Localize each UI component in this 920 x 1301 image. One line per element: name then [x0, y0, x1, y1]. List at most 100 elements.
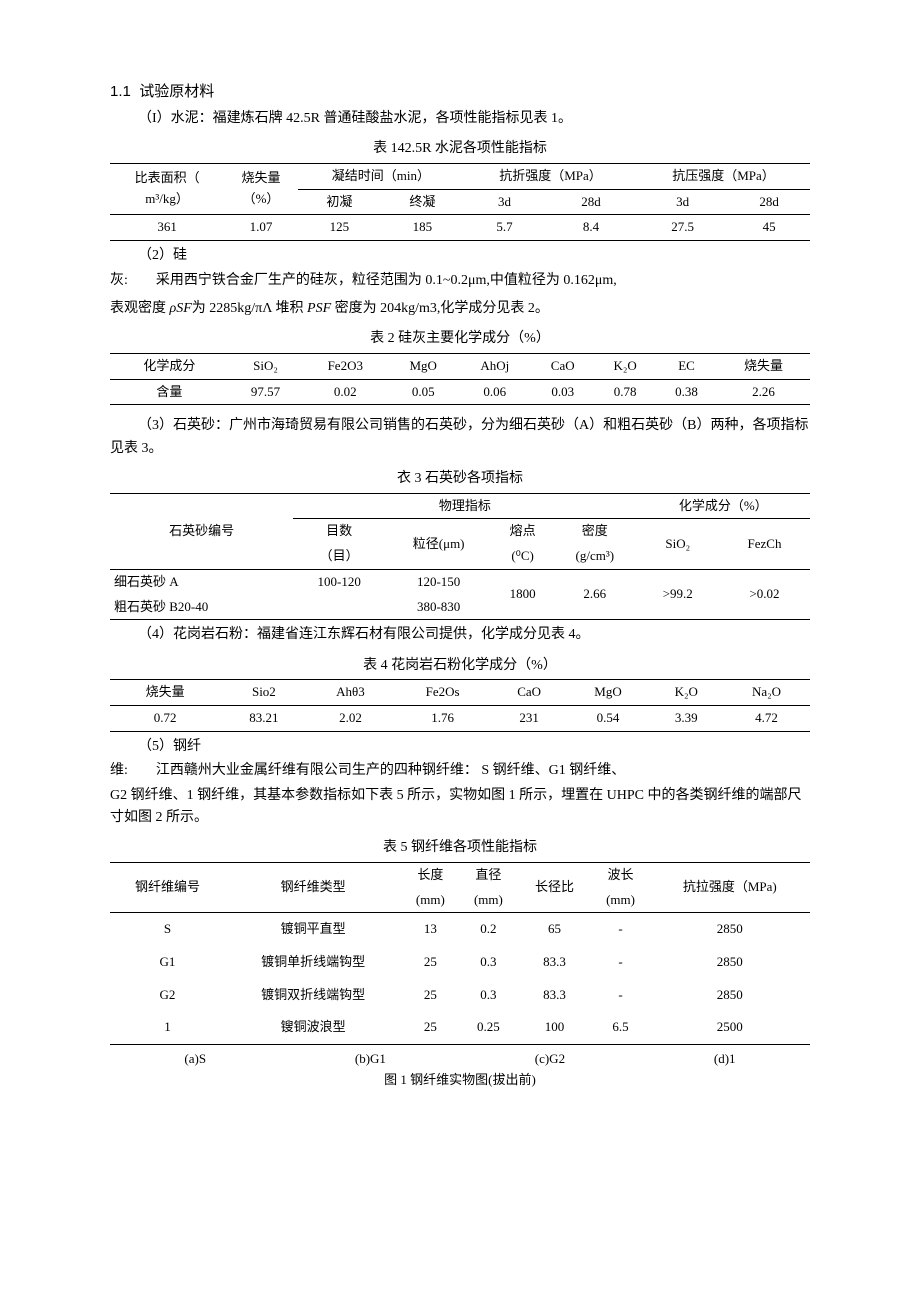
- para-silica-b2: 采用西宁铁合金厂生产的硅灰，粒径范围为 0.1~0.2μm,中值粒径为 0.16…: [156, 273, 617, 288]
- t2-v6: 0.38: [656, 379, 717, 405]
- t3-mp: 1800: [492, 569, 553, 620]
- t5-r2-dia: 0.3: [459, 979, 517, 1012]
- t3-den: 2.66: [553, 569, 636, 620]
- t5-r1-dia: 0.3: [459, 946, 517, 979]
- t5-r0-wave: -: [591, 913, 649, 946]
- para-fiber-a: （5）钢纤: [110, 736, 810, 758]
- t5-r1-ts: 2850: [650, 946, 810, 979]
- fig1-c: (c)G2: [535, 1049, 565, 1070]
- t3-sio2: >99.2: [636, 569, 719, 620]
- t5-h-len2: (mm): [401, 888, 459, 913]
- t5-h-ts: 抗拉强度（MPa): [650, 862, 810, 913]
- t2-c2: MgO: [388, 353, 458, 379]
- t5-r1-type: 镀铜单折线端钩型: [225, 946, 401, 979]
- t4-v6: 3.39: [650, 706, 723, 732]
- t1-h-loss2: （%）: [243, 191, 280, 206]
- t1-h-set-a: 初凝: [298, 189, 381, 215]
- t3-h-size: 粒径(μm): [385, 519, 492, 570]
- table5: 钢纤维编号 钢纤维类型 长度 直径 长径比 波长 抗拉强度（MPa) (mm) …: [110, 862, 810, 1045]
- t2-v5: 0.78: [594, 379, 656, 405]
- t1-h-area1: 比表面积（: [135, 170, 200, 185]
- t4-v3: 1.76: [393, 706, 491, 732]
- t5-h-dia1: 直径: [459, 862, 517, 887]
- t2-v7: 2.26: [717, 379, 810, 405]
- t5-r0-type: 镀铜平直型: [225, 913, 401, 946]
- para-silica-c3: 密度为 204kg/m3,化学成分见表 2。: [331, 301, 549, 316]
- t3-rB-id: 粗石英砂 B20-40: [110, 595, 293, 620]
- t5-r2-id: G2: [110, 979, 225, 1012]
- para-prefix: （I）水泥：: [138, 111, 213, 126]
- t5-r3-ratio: 100: [517, 1011, 591, 1044]
- section-number: 1.1: [110, 83, 131, 100]
- t5-r3-type: 锼铜波浪型: [225, 1011, 401, 1044]
- t2-v2: 0.05: [388, 379, 458, 405]
- t3-fe: >0.02: [719, 569, 810, 620]
- t1-h-f28: 28d: [545, 189, 637, 215]
- t5-h-id: 钢纤维编号: [110, 862, 225, 913]
- t3-rA-size: 120-150: [385, 569, 492, 594]
- t1-v-set1: 125: [298, 215, 381, 241]
- t1-v-loss: 1.07: [224, 215, 298, 241]
- t1-h-set-b: 终凝: [381, 189, 464, 215]
- t1-v-f28: 8.4: [545, 215, 637, 241]
- para-fiber-b2: 江西赣州大业金属纤维有限公司生产的四种钢纤维： S 钢纤维、G1 钢纤维、: [156, 763, 625, 778]
- fig1-d: (d)1: [714, 1049, 736, 1070]
- para-quartz: （3）石英砂：广州市海琦贸易有限公司销售的石英砂，分为细石英砂（A）和粗石英砂（…: [110, 415, 810, 460]
- t3-h-id: 石英砂编号: [110, 493, 293, 569]
- t4-v5: 0.54: [566, 706, 649, 732]
- t2-rh: 含量: [110, 379, 229, 405]
- para-silica-b1: 灰:: [110, 273, 128, 288]
- t5-r0-len: 13: [401, 913, 459, 946]
- t1-v-set2: 185: [381, 215, 464, 241]
- para-fiber-b: 维: 江西赣州大业金属纤维有限公司生产的四种钢纤维： S 钢纤维、G1 钢纤维、: [110, 760, 810, 782]
- t1-h-loss1: 烧失量: [242, 170, 281, 185]
- para-text: 福建炼石牌 42.5R 普通硅酸盐水泥，各项性能指标见表 1。: [213, 111, 572, 126]
- table5-caption: 表 5 钢纤维各项性能指标: [110, 837, 810, 859]
- t5-h-ratio: 长径比: [517, 862, 591, 913]
- t3-h-mesh2: （目）: [293, 544, 385, 569]
- t2-h: 化学成分: [110, 353, 229, 379]
- t5-r1-ratio: 83.3: [517, 946, 591, 979]
- t3-rA-id: 细石英砂 A: [110, 569, 293, 594]
- para-silica-c: 表观密度 ρSF为 2285kg/πΛ 堆积 PSF 密度为 204kg/m3,…: [110, 298, 810, 320]
- section-heading: 1.1 试验原材料: [110, 80, 810, 104]
- t5-h-type: 钢纤维类型: [225, 862, 401, 913]
- para-silica-a: （2）硅: [110, 245, 810, 267]
- t2-v1: 0.02: [302, 379, 388, 405]
- t2-c7: 烧失量: [717, 353, 810, 379]
- fig1-b: (b)G1: [355, 1049, 386, 1070]
- t2-c4: CaO: [531, 353, 594, 379]
- para-silica-c1: 表观密度: [110, 301, 170, 316]
- t3-h-mp2: (⁰C): [492, 544, 553, 569]
- t5-r2-wave: -: [591, 979, 649, 1012]
- t3-h-phys: 物理指标: [293, 493, 636, 519]
- t5-r2-ratio: 83.3: [517, 979, 591, 1012]
- para-granite: （4）花岗岩石粉：福建省连江东辉石材有限公司提供，化学成分见表 4。: [110, 624, 810, 646]
- t5-r0-dia: 0.2: [459, 913, 517, 946]
- para-silica-c2: 为 2285kg/πΛ 堆积: [192, 301, 307, 316]
- t1-h-f3: 3d: [464, 189, 545, 215]
- t1-v-area: 361: [110, 215, 224, 241]
- t3-h-den2: (g/cm³): [553, 544, 636, 569]
- t5-r3-id: 1: [110, 1011, 225, 1044]
- t5-r2-len: 25: [401, 979, 459, 1012]
- t1-h-area2: m³/kg）: [145, 191, 189, 206]
- t1-h-set: 凝结时间（min）: [298, 163, 464, 189]
- t3-rA-mesh: 100-120: [293, 569, 385, 594]
- fig1-caption: 图 1 钢纤维实物图(拔出前): [110, 1070, 810, 1091]
- table2-caption: 表 2 硅灰主要化学成分（%）: [110, 328, 810, 350]
- t4-v0: 0.72: [110, 706, 220, 732]
- t5-r1-len: 25: [401, 946, 459, 979]
- t2-v0: 97.57: [229, 379, 303, 405]
- para-fiber-c: G2 钢纤维、1 钢纤维，其基本参数指标如下表 5 所示，实物如图 1 所示，埋…: [110, 785, 810, 830]
- t3-h-mesh1: 目数: [293, 519, 385, 544]
- t2-c6: EC: [656, 353, 717, 379]
- t4-c0: 烧失量: [110, 680, 220, 706]
- t2-c0: SiO₂: [229, 353, 303, 379]
- t3-h-fe: FezCh: [719, 519, 810, 570]
- t2-v4: 0.03: [531, 379, 594, 405]
- t3-h-sio2: SiO₂: [636, 519, 719, 570]
- t3-h-den1: 密度: [553, 519, 636, 544]
- t4-c6: K₂O: [650, 680, 723, 706]
- t5-h-dia2: (mm): [459, 888, 517, 913]
